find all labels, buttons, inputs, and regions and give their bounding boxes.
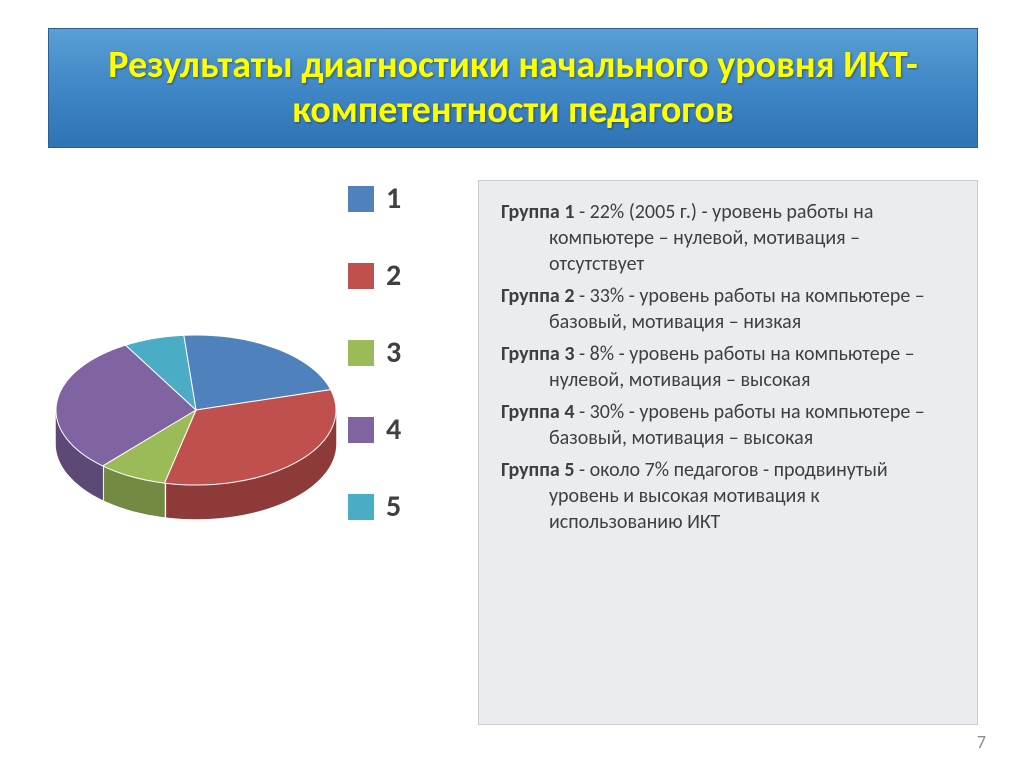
group-lead: Группа 2 xyxy=(501,284,574,308)
pie-chart xyxy=(48,310,338,550)
group-text: - 8% - уровень работы на компьютере – ну… xyxy=(549,342,915,392)
title-bar: Результаты диагностики начального уровня… xyxy=(48,28,978,148)
group-lead: Группа 1 xyxy=(501,200,574,224)
group-lead: Группа 4 xyxy=(501,400,574,424)
group-lead: Группа 3 xyxy=(501,342,574,366)
pie-svg xyxy=(48,310,348,550)
legend-swatch xyxy=(348,494,374,520)
group-description: Группа 5 - около 7% педагогов - продвину… xyxy=(501,457,957,535)
legend-item: 3 xyxy=(348,334,468,371)
chart-area: 1 2 3 4 5 xyxy=(48,180,478,700)
group-description: Группа 3 - 8% - уровень работы на компью… xyxy=(501,341,957,393)
slide: Результаты диагностики начального уровня… xyxy=(0,0,1024,767)
group-text: - 22% (2005 г.) - уровень работы на комп… xyxy=(549,200,873,276)
legend-item: 5 xyxy=(348,488,468,525)
legend-label: 5 xyxy=(386,488,401,525)
group-description: Группа 2 - 33% - уровень работы на компь… xyxy=(501,283,957,335)
legend-swatch xyxy=(348,417,374,443)
group-text: - 33% - уровень работы на компьютере – б… xyxy=(549,284,925,334)
group-description: Группа 1 - 22% (2005 г.) - уровень работ… xyxy=(501,199,957,277)
legend-swatch xyxy=(348,263,374,289)
legend-label: 3 xyxy=(386,334,401,371)
legend-item: 4 xyxy=(348,411,468,448)
legend-label: 4 xyxy=(386,411,401,448)
legend-label: 2 xyxy=(386,257,401,294)
description-panel: Группа 1 - 22% (2005 г.) - уровень работ… xyxy=(478,180,978,725)
legend-item: 2 xyxy=(348,257,468,294)
pie-legend: 1 2 3 4 5 xyxy=(348,180,468,565)
slide-number: 7 xyxy=(977,731,986,753)
legend-item: 1 xyxy=(348,180,468,217)
group-text: - 30% - уровень работы на компьютере – б… xyxy=(549,400,925,450)
slide-title: Результаты диагностики начального уровня… xyxy=(48,43,978,133)
legend-swatch xyxy=(348,340,374,366)
group-text: - около 7% педагогов - продвинутый урове… xyxy=(549,458,888,534)
group-lead: Группа 5 xyxy=(501,458,574,482)
content-area: 1 2 3 4 5 Группа 1 - 22% (2005 г.) - уровень… xyxy=(48,180,978,740)
legend-label: 1 xyxy=(386,180,401,217)
group-description: Группа 4 - 30% - уровень работы на компь… xyxy=(501,399,957,451)
legend-swatch xyxy=(348,186,374,212)
